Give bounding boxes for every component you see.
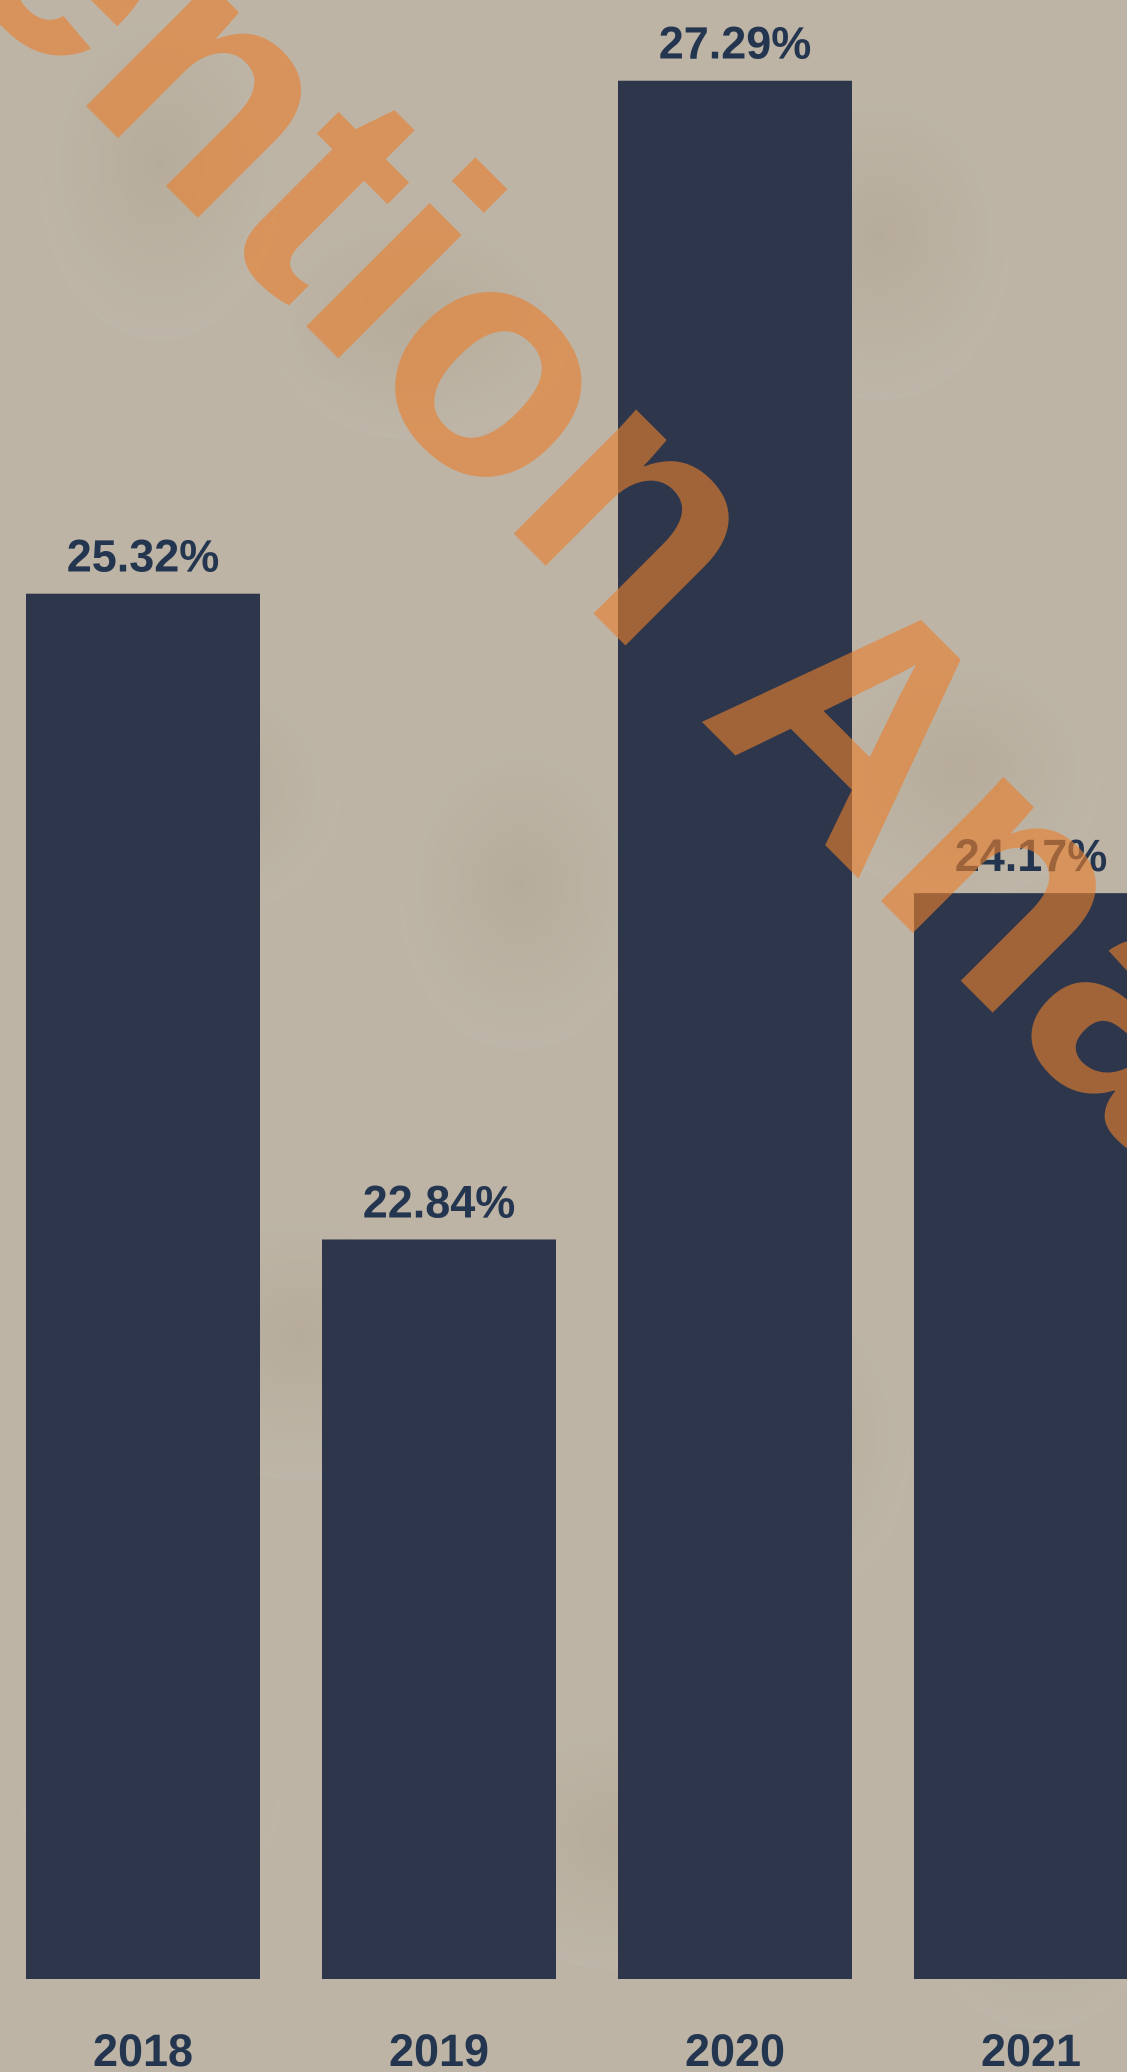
value-label: 25.32%: [67, 531, 220, 582]
x-tick-label: 2018: [93, 2025, 193, 2072]
chart: 25.32%201822.84%201927.29%202024.17%2021…: [0, 0, 1127, 2072]
page: 25.32%201822.84%201927.29%202024.17%2021…: [0, 0, 1127, 2072]
value-label: 22.84%: [363, 1176, 516, 1227]
bar: [322, 1239, 556, 1979]
x-tick-label: 2019: [389, 2025, 489, 2072]
x-tick-label: 2020: [685, 2025, 785, 2072]
value-label: 27.29%: [659, 18, 812, 69]
bar: [26, 594, 260, 1979]
x-tick-label: 2021: [981, 2025, 1081, 2072]
